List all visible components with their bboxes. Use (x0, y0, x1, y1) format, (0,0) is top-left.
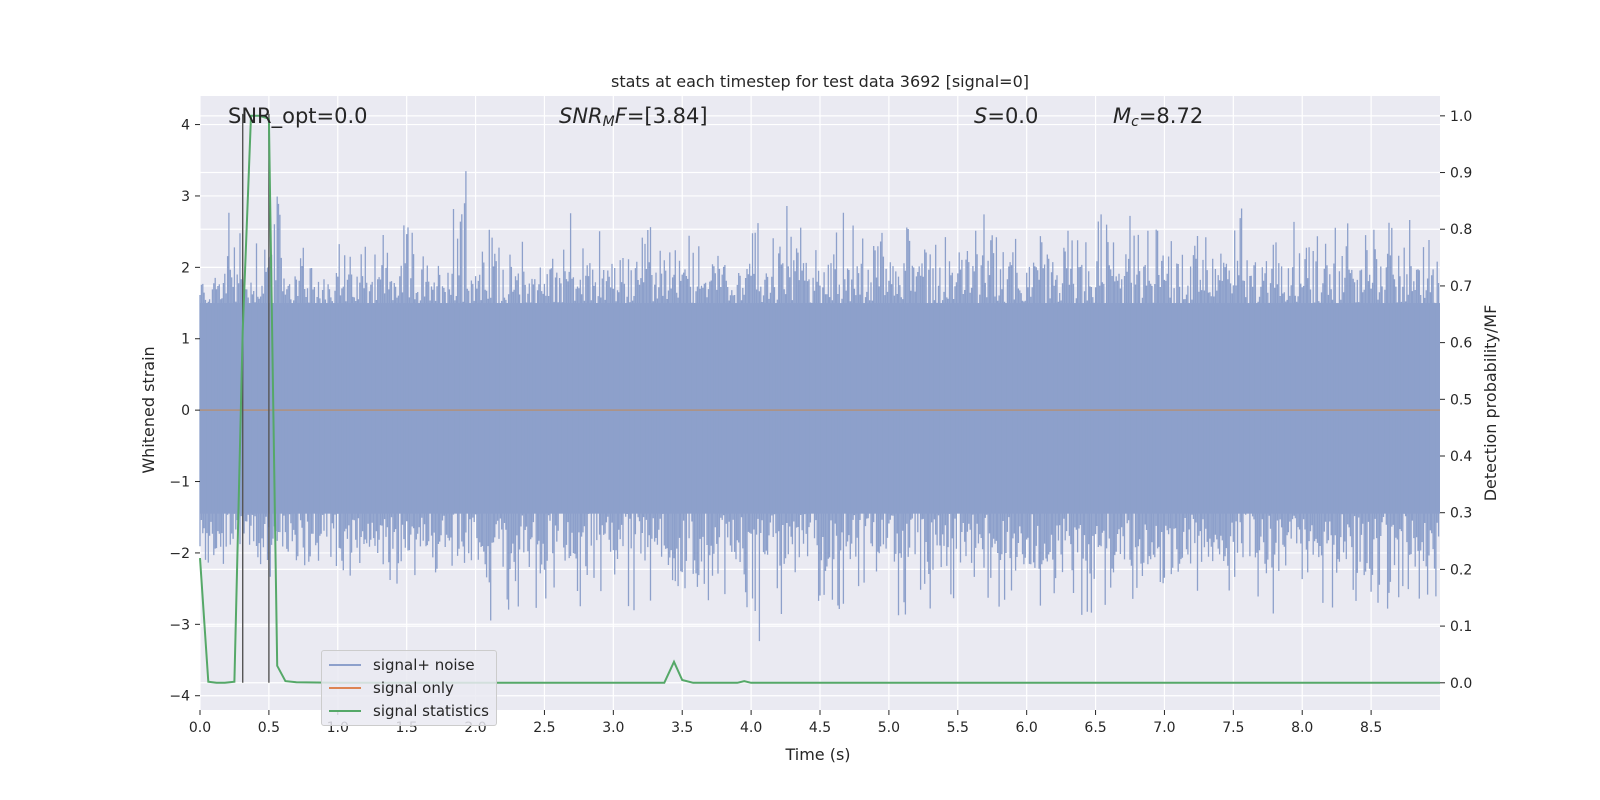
legend: signal+ noise signal only signal statist… (321, 650, 497, 726)
y2-tick-label: 0.2 (1450, 562, 1472, 578)
x-tick-label: 3.0 (602, 720, 624, 736)
y2-tick-label: 0.0 (1450, 676, 1472, 692)
legend-label-signal-statistics: signal statistics (373, 702, 490, 720)
y-tick-label: −4 (169, 689, 190, 705)
y2-axis-label: Detection probability/MF (1481, 305, 1500, 502)
snr-mf-sub: M (602, 114, 615, 130)
overlays (199, 113, 1440, 684)
y-tick-label: −1 (169, 475, 190, 491)
legend-item-signal-noise: signal+ noise (329, 654, 475, 676)
annotation-s: S=0.0 (974, 102, 1038, 130)
x-axis-label: Time (s) (784, 745, 850, 764)
legend-item-signal-only: signal only (329, 677, 454, 699)
s-value: =0.0 (987, 104, 1039, 128)
y-tick-label: 1 (181, 332, 190, 348)
chart-title: stats at each timestep for test data 369… (611, 72, 1029, 91)
y-tick-label: 4 (181, 118, 190, 134)
annotation-mc: Mc=8.72 (1113, 102, 1203, 130)
y-axis-label: Whitened strain (139, 346, 158, 473)
y-tick-label: 2 (181, 260, 190, 276)
legend-item-signal-statistics: signal statistics (329, 700, 489, 722)
y2-tick-label: 0.1 (1450, 619, 1472, 635)
x-tick-label: 8.0 (1291, 720, 1313, 736)
legend-swatch-signal-only (329, 687, 361, 689)
y2-tick-label: 0.8 (1450, 222, 1472, 238)
mc-value: =8.72 (1138, 104, 1204, 128)
snr-mf-tail: F (614, 104, 627, 128)
x-tick-label: 7.0 (1153, 720, 1175, 736)
y2-tick-label: 0.3 (1450, 506, 1472, 522)
y2-tick-label: 0.4 (1450, 449, 1472, 465)
y-tick-label: −2 (169, 546, 190, 562)
mc-main: M (1113, 104, 1132, 128)
x-tick-label: 0.0 (189, 720, 211, 736)
signal-statistics-line (199, 114, 1440, 684)
x-tick-label: 4.5 (809, 720, 831, 736)
axes: 0.0 0.5 1.0 1.5 2.0 2.5 3.0 3.5 4.0 4.5 5.0 5.5 6.0 6… (169, 109, 1472, 736)
y-tick-label: 3 (181, 189, 190, 205)
y-tick-label: −3 (169, 617, 190, 633)
noise-series (199, 171, 1440, 642)
y2-tick-label: 0.6 (1450, 336, 1472, 352)
legend-swatch-signal-statistics (329, 710, 361, 712)
y2-tick-label: 0.7 (1450, 279, 1472, 295)
x-tick-label: 4.0 (740, 720, 762, 736)
y-tick-label: 0 (181, 403, 190, 419)
y2-tick-label: 0.9 (1450, 166, 1472, 182)
annotation-snr-mf: SNRMF=[3.84] (559, 102, 708, 130)
snr-opt-text: SNR_opt=0.0 (228, 104, 368, 128)
legend-label-signal-noise: signal+ noise (373, 656, 475, 674)
x-tick-label: 5.0 (878, 720, 900, 736)
x-tick-label: 2.5 (533, 720, 555, 736)
mc-sub: c (1131, 114, 1139, 130)
s-main: S (974, 104, 988, 128)
annotation-snr-opt: SNR_opt=0.0 (228, 102, 368, 130)
x-tick-label: 8.5 (1360, 720, 1382, 736)
x-tick-label: 6.5 (1084, 720, 1106, 736)
x-tick-label: 0.5 (258, 720, 280, 736)
snr-mf-value: =[3.84] (626, 104, 708, 128)
x-tick-label: 5.5 (947, 720, 969, 736)
snr-mf-main: SNR (559, 104, 603, 128)
legend-swatch-signal-noise (329, 664, 361, 666)
y2-tick-label: 1.0 (1450, 109, 1472, 125)
x-tick-label: 6.0 (1016, 720, 1038, 736)
noise-trace (199, 171, 1440, 642)
y2-tick-label: 0.5 (1450, 392, 1472, 408)
legend-label-signal-only: signal only (373, 679, 454, 697)
x-tick-label: 3.5 (671, 720, 693, 736)
x-tick-label: 7.5 (1222, 720, 1244, 736)
